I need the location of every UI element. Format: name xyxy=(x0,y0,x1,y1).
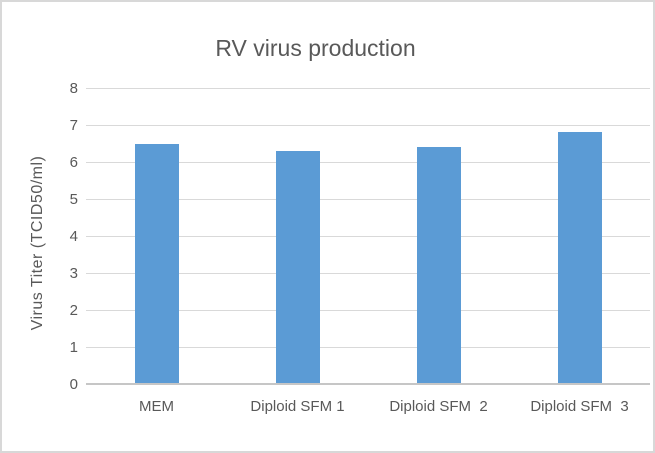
gridline xyxy=(86,273,650,274)
bar xyxy=(416,147,461,384)
gridline xyxy=(86,347,650,348)
y-tick-label: 1 xyxy=(69,339,78,356)
gridline xyxy=(86,310,650,311)
x-category-label: Diploid SFM 1 xyxy=(250,398,345,415)
gridline xyxy=(86,236,650,237)
y-tick-label: 6 xyxy=(69,154,78,171)
y-tick-label: 2 xyxy=(69,302,78,319)
bar xyxy=(557,132,602,384)
y-tick-label: 7 xyxy=(69,117,78,134)
gridline xyxy=(86,162,650,163)
x-category-label: Diploid SFM 2 xyxy=(389,398,488,415)
bar xyxy=(134,143,179,384)
x-axis-line xyxy=(86,383,650,385)
y-tick-label: 5 xyxy=(69,191,78,208)
gridline xyxy=(86,88,650,89)
y-tick-label: 0 xyxy=(69,376,78,393)
x-category-label: MEM xyxy=(139,398,174,415)
y-tick-label: 3 xyxy=(69,265,78,282)
chart-title: RV virus production xyxy=(215,35,416,61)
y-tick-label: 4 xyxy=(69,228,78,245)
y-tick-label: 8 xyxy=(69,80,78,97)
bar xyxy=(275,150,320,384)
gridline xyxy=(86,199,650,200)
gridline xyxy=(86,125,650,126)
x-category-label: Diploid SFM 3 xyxy=(530,398,629,415)
plot-area xyxy=(86,88,650,385)
